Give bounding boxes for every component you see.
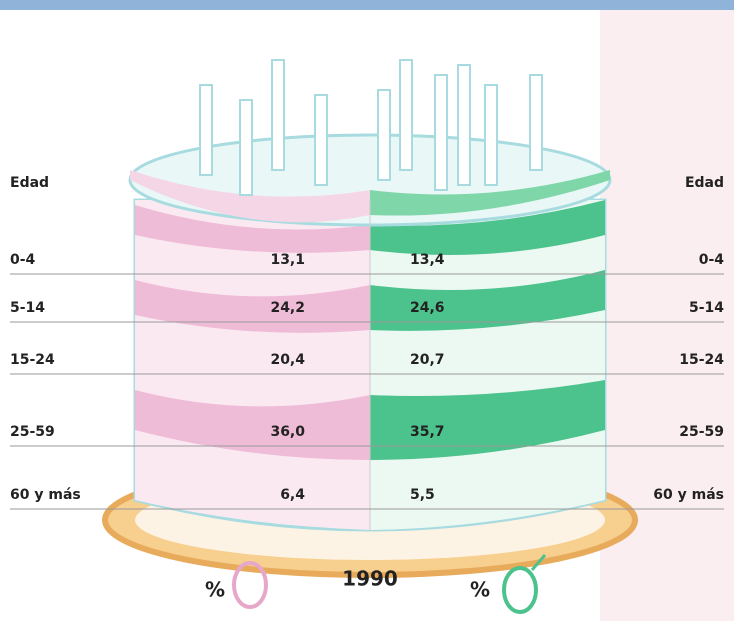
rows: 0-4 0-4 13,1 13,4 5-14 5-14 24,2 24,6 15-24 15-24… (10, 252, 725, 510)
age-right: 15-24 (679, 352, 724, 368)
age-right: 5-14 (689, 300, 724, 316)
age-right: 25-59 (679, 424, 724, 440)
female-value: 24,2 (270, 300, 305, 316)
top-band (0, 0, 734, 10)
age-left: 0-4 (10, 252, 36, 268)
male-value: 20,7 (410, 352, 445, 368)
female-unit: % (205, 578, 225, 602)
female-value: 36,0 (270, 424, 305, 440)
cake (102, 59, 638, 578)
male-value: 35,7 (410, 424, 445, 440)
age-right: 60 y más (653, 487, 724, 503)
age-left: 60 y más (10, 487, 81, 503)
female-value: 13,1 (270, 252, 305, 268)
age-left: 15-24 (10, 352, 55, 368)
female-symbol (232, 561, 268, 609)
male-symbol (502, 554, 547, 614)
age-right: 0-4 (699, 252, 725, 268)
male-unit: % (470, 578, 490, 602)
age-left: 25-59 (10, 424, 55, 440)
female-value: 6,4 (280, 487, 305, 503)
male-value: 13,4 (410, 252, 445, 268)
header-right: Edad (685, 175, 724, 191)
male-value: 5,5 (410, 487, 435, 503)
header-left: Edad (10, 175, 49, 191)
female-value: 20,4 (270, 352, 305, 368)
age-left: 5-14 (10, 300, 45, 316)
male-value: 24,6 (410, 300, 445, 316)
year: 1990 (342, 567, 398, 591)
